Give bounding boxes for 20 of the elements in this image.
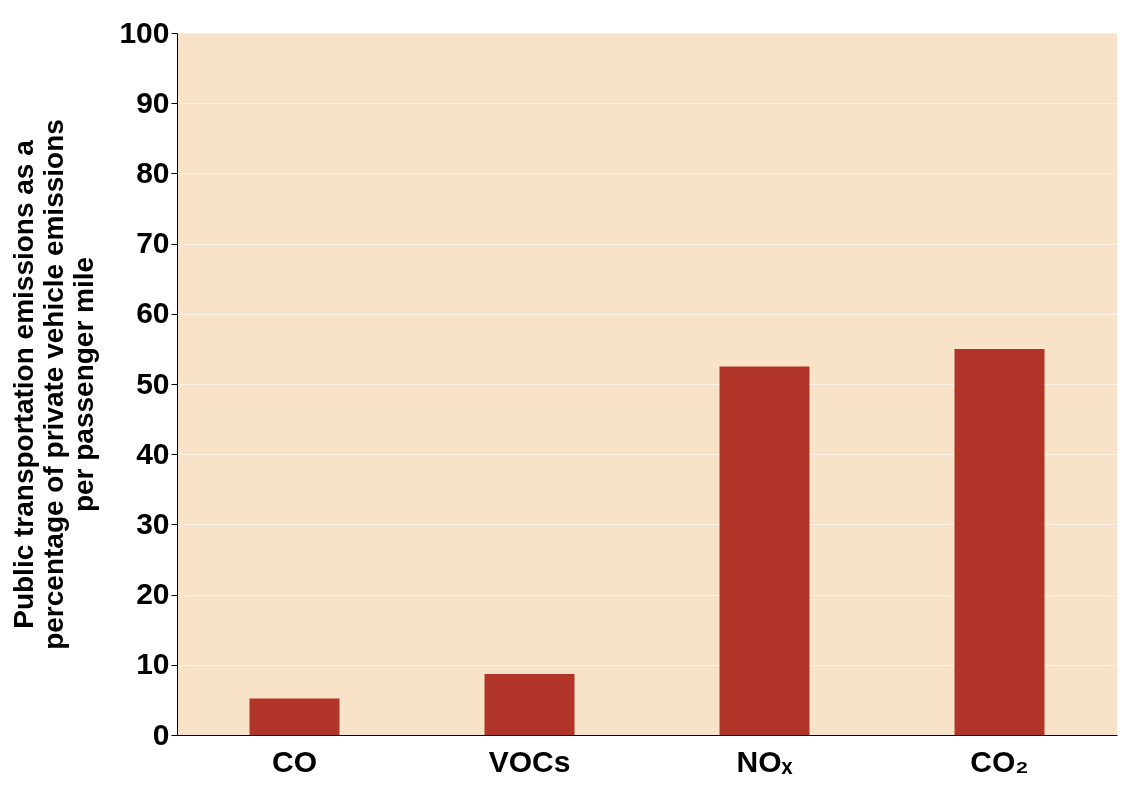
y-tick-label: 60 — [136, 296, 170, 330]
y-tick-label: 50 — [136, 366, 170, 400]
y-tick-label: 30 — [136, 506, 170, 540]
y-tick-label: 70 — [136, 226, 170, 260]
bar — [249, 698, 340, 735]
y-tick-label: 10 — [136, 647, 170, 681]
x-tick-label: NOₓ — [736, 744, 794, 778]
y-tick-label: 90 — [136, 85, 170, 119]
y-tick-label: 20 — [136, 577, 170, 611]
x-tick-label: CO — [272, 744, 317, 778]
y-tick-label: 40 — [136, 436, 170, 470]
x-tick-label: CO₂ — [970, 744, 1029, 778]
y-axis-title: Public transportation emissions as a percentage of private vehicle emissions per passenger mile — [8, 119, 100, 650]
bar — [719, 366, 810, 735]
y-tick-label: 0 — [152, 717, 170, 751]
bar — [954, 348, 1045, 735]
y-tick-label: 100 — [119, 15, 170, 49]
y-tick-label: 80 — [136, 155, 170, 189]
bar — [484, 673, 575, 735]
x-tick-label: VOCs — [488, 744, 571, 778]
